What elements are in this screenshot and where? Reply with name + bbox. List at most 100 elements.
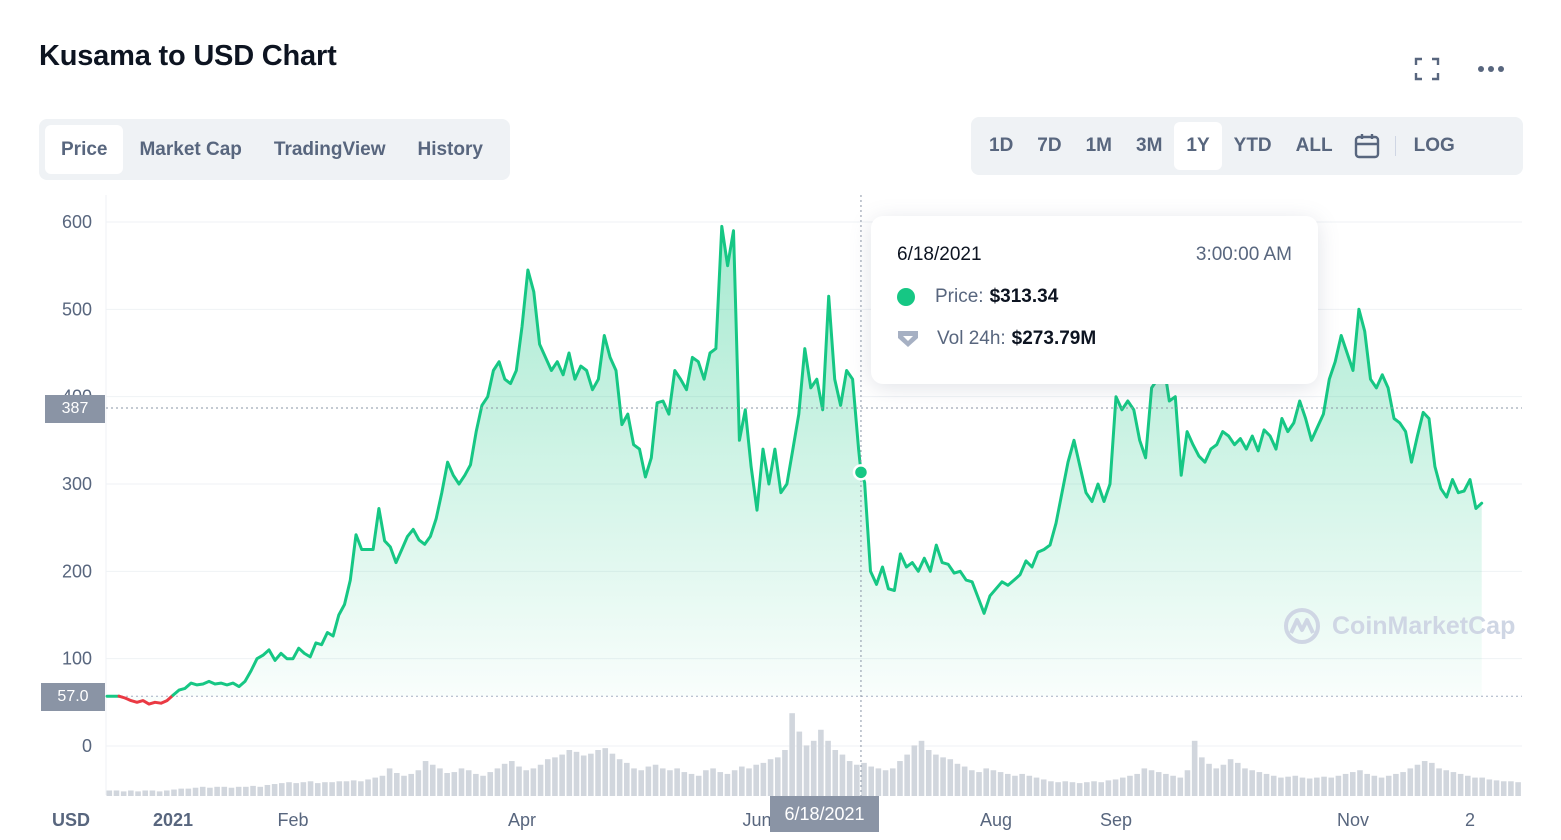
volume-bar — [1155, 772, 1162, 796]
tab-history[interactable]: History — [417, 138, 483, 160]
volume-bar — [796, 731, 803, 796]
volume-bar — [1206, 763, 1212, 796]
x-tick-label-2: 2 — [1465, 810, 1475, 830]
range-all[interactable]: ALL — [1295, 135, 1333, 156]
volume-bar — [1321, 776, 1327, 796]
volume-bar — [710, 768, 716, 796]
volume-bar — [394, 773, 400, 796]
volume-bar — [760, 762, 767, 796]
volume-icon — [898, 331, 918, 347]
volume-bar — [314, 783, 321, 796]
x-tick-label-Aug: Aug — [980, 810, 1012, 830]
volume-bar — [609, 753, 616, 796]
hover-point — [852, 464, 870, 481]
volume-bar — [1098, 782, 1105, 796]
volume-bar — [1127, 775, 1133, 796]
volume-bar — [1012, 775, 1018, 796]
volume-bar — [954, 763, 961, 796]
volume-bar — [1091, 781, 1097, 796]
volume-bar — [595, 750, 601, 796]
volume-bar — [1314, 777, 1320, 796]
volume-bar — [235, 786, 242, 796]
volume-bar — [940, 757, 946, 796]
volume-bar — [293, 783, 299, 796]
x-tick-label-Feb: Feb — [277, 810, 308, 830]
volume-bar — [602, 748, 609, 796]
volume-bar — [286, 782, 292, 796]
volume-bar — [192, 787, 199, 796]
tooltip-vol-label: Vol 24h: — [937, 328, 1006, 349]
range-1m[interactable]: 1M — [1085, 135, 1112, 156]
volume-bar — [365, 779, 371, 796]
range-3m[interactable]: 3M — [1136, 135, 1163, 156]
x-tick-label-Sep: Sep — [1100, 810, 1132, 830]
log-scale-toggle[interactable]: LOG — [1413, 135, 1455, 156]
volume-bar — [1069, 782, 1076, 796]
volume-bar — [868, 766, 874, 796]
volume-bar — [810, 740, 817, 796]
volume-bar — [214, 786, 220, 796]
volume-bar — [803, 745, 810, 796]
watermark: CoinMarketCap — [1282, 606, 1515, 646]
volume-bar — [516, 766, 522, 796]
volume-bar — [1119, 777, 1126, 796]
volume-bar — [1055, 782, 1061, 796]
volume-bar — [178, 788, 184, 796]
volume-bar — [739, 766, 745, 796]
volume-bar — [882, 770, 889, 796]
more-icon[interactable] — [1471, 49, 1511, 89]
volume-bar — [703, 770, 709, 796]
volume-bar — [451, 772, 458, 796]
expand-icon[interactable] — [1407, 49, 1447, 89]
volume-bar — [171, 789, 177, 796]
price-dot-icon — [897, 288, 915, 306]
volume-bar — [789, 713, 795, 796]
range-7d[interactable]: 7D — [1037, 135, 1062, 156]
volume-bar — [1378, 777, 1385, 796]
volume-bar — [918, 740, 925, 796]
volume-bar — [1400, 772, 1406, 796]
price-line-down — [117, 693, 175, 706]
volume-bar — [544, 759, 551, 796]
chart-title: Kusama to USD Chart — [39, 40, 337, 72]
range-ytd[interactable]: YTD — [1233, 135, 1272, 156]
volume-bar — [1450, 772, 1457, 796]
volume-bar — [1335, 775, 1342, 796]
volume-bar — [997, 772, 1004, 796]
volume-bar — [243, 786, 249, 796]
calendar-icon[interactable] — [1345, 122, 1389, 170]
x-tick-label-Nov: Nov — [1337, 810, 1369, 830]
volume-bar — [638, 770, 644, 796]
volume-bar — [149, 790, 156, 796]
volume-bar — [523, 770, 529, 796]
range-1y[interactable]: 1Y — [1174, 122, 1222, 170]
volume-bar — [1004, 773, 1011, 796]
volume-bar — [120, 791, 127, 796]
tab-price[interactable]: Price — [45, 125, 124, 174]
volume-bar — [128, 790, 134, 796]
volume-bar — [933, 754, 939, 796]
volume-bar — [1134, 773, 1140, 796]
volume-bar — [1457, 773, 1464, 796]
volume-bar — [1084, 782, 1090, 796]
crosshair-y-label: 387 — [45, 395, 105, 423]
volume-bar — [228, 787, 235, 796]
tab-market-cap[interactable]: Market Cap — [139, 138, 242, 160]
tab-tradingview[interactable]: TradingView — [273, 138, 386, 160]
volume-bar — [106, 790, 113, 796]
y-tick-label-0: 0 — [82, 736, 92, 756]
volume-bar — [1306, 778, 1313, 796]
volume-bar — [767, 759, 774, 796]
volume-bar — [1213, 768, 1220, 796]
volume-bar — [566, 750, 573, 796]
x-tick-label-Jun: Jun — [742, 810, 771, 830]
range-1d[interactable]: 1D — [989, 135, 1014, 156]
time-range-selector: 1D 7D 1M 3M 1Y YTD ALL LOG — [971, 117, 1523, 175]
volume-bar — [1026, 775, 1033, 796]
volume-bar — [279, 783, 285, 796]
volume-bar — [1170, 775, 1176, 796]
volume-bar — [1263, 773, 1270, 796]
volume-bar — [1048, 781, 1054, 796]
volume-bar — [825, 740, 831, 796]
